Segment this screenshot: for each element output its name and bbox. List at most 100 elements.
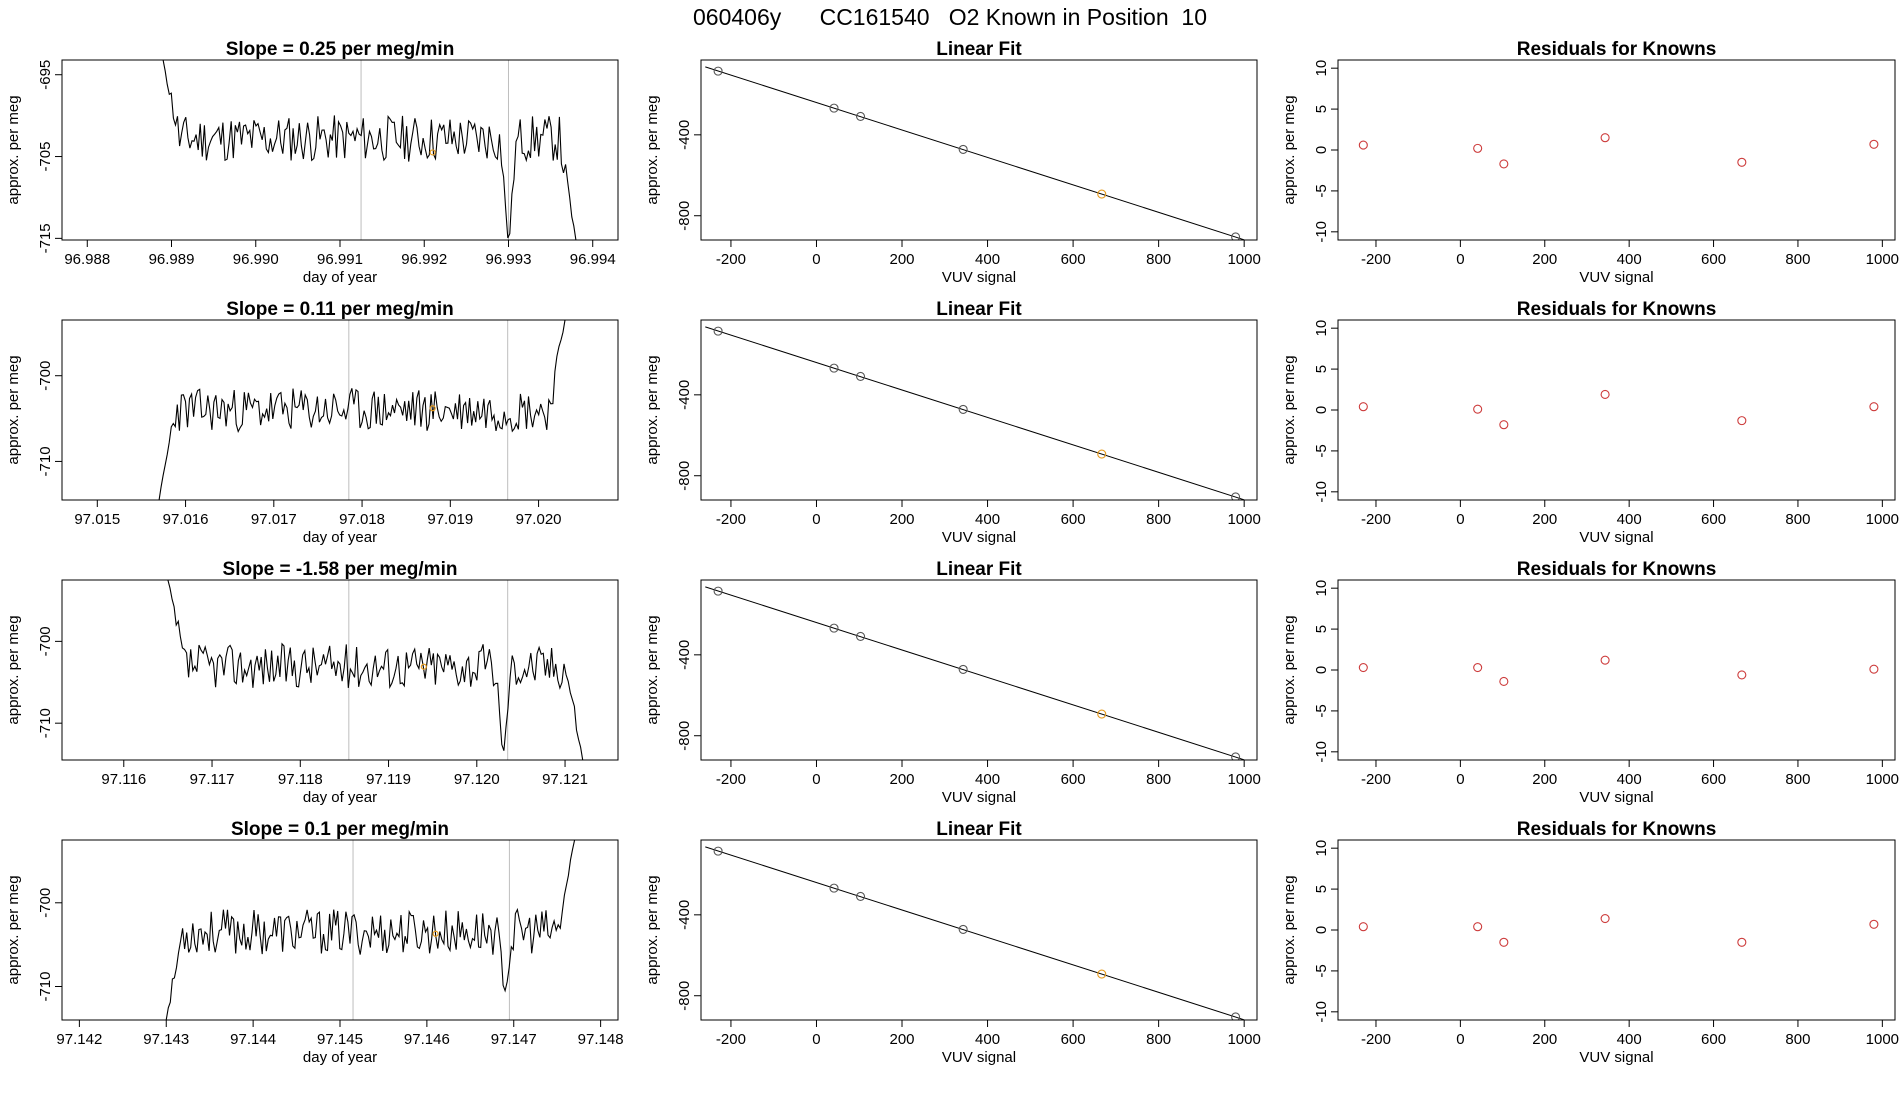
y-tick-label: -400 bbox=[676, 640, 693, 670]
data-point bbox=[958, 924, 968, 934]
x-tick-label: 1000 bbox=[1866, 771, 1899, 788]
x-tick-label: 600 bbox=[1061, 511, 1086, 528]
y-axis-label: approx. per meg bbox=[5, 95, 22, 204]
data-point bbox=[1473, 662, 1483, 673]
y-axis-label: approx. per meg bbox=[644, 875, 661, 984]
y-tick-label: 10 bbox=[1313, 320, 1330, 337]
plot-frame bbox=[700, 319, 1258, 501]
panel-scatter_fit-1: Linear Fit -200 0 200 400 600 800 1000 -400 -800 V… bbox=[644, 39, 1261, 286]
data-point bbox=[958, 144, 968, 154]
x-tick-label: 1000 bbox=[1866, 251, 1899, 268]
panel-title: Residuals for Knowns bbox=[1517, 559, 1717, 580]
plot-frame bbox=[61, 59, 619, 241]
data-point bbox=[1869, 664, 1879, 674]
y-tick-label: -10 bbox=[1313, 741, 1330, 763]
x-tick-label: 97.147 bbox=[491, 1031, 537, 1048]
highlight-point bbox=[420, 663, 427, 670]
panel-scatter_fit-4: Linear Fit -200 0 200 400 600 800 1000 -400 -800 V… bbox=[644, 299, 1261, 546]
x-tick-label: 0 bbox=[812, 771, 820, 788]
panel-scatter-11: Residuals for Knowns-200 0 200 400 600 800 100… bbox=[1281, 819, 1899, 1066]
plot-frame bbox=[700, 59, 1258, 241]
fit-line bbox=[705, 326, 1245, 500]
x-axis-label: day of year bbox=[303, 1049, 377, 1066]
panel-title: Slope = -1.58 per meg/min bbox=[223, 559, 458, 580]
x-tick-label: 200 bbox=[1532, 1031, 1557, 1048]
x-tick-label: 400 bbox=[975, 251, 1000, 268]
x-axis-label: VUV signal bbox=[942, 1049, 1016, 1066]
y-tick-label: 0 bbox=[1313, 666, 1330, 674]
data-point bbox=[1499, 676, 1509, 687]
y-tick-label: 0 bbox=[1313, 926, 1330, 934]
x-tick-label: 0 bbox=[812, 1031, 820, 1048]
y-tick-label: -5 bbox=[1313, 184, 1330, 197]
x-tick-label: 97.118 bbox=[278, 771, 323, 788]
plot-frame bbox=[61, 319, 619, 501]
y-tick-label: -5 bbox=[1313, 444, 1330, 457]
plot-area bbox=[1358, 913, 1879, 947]
highlight-point bbox=[432, 930, 439, 937]
y-tick-label: -705 bbox=[37, 142, 54, 172]
x-tick-label: 0 bbox=[1456, 1031, 1464, 1048]
x-tick-label: 400 bbox=[975, 511, 1000, 528]
data-point bbox=[829, 103, 839, 113]
highlight-point bbox=[1097, 449, 1107, 459]
y-axis-label: approx. per meg bbox=[644, 95, 661, 204]
plot-area bbox=[1358, 655, 1879, 687]
x-tick-label: 96.994 bbox=[570, 251, 616, 268]
x-tick-label: -200 bbox=[1361, 771, 1391, 788]
data-point bbox=[713, 326, 723, 336]
x-tick-label: 96.993 bbox=[486, 251, 532, 268]
plot-area bbox=[705, 586, 1245, 760]
x-tick-label: 600 bbox=[1701, 251, 1726, 268]
panel-scatter-2: Residuals for Knowns-200 0 200 400 600 800 100… bbox=[1281, 39, 1899, 286]
x-tick-label: 200 bbox=[1532, 511, 1557, 528]
x-tick-label: 97.017 bbox=[251, 511, 297, 528]
highlight-point bbox=[1097, 969, 1107, 979]
x-tick-label: 97.116 bbox=[101, 771, 146, 788]
x-axis-label: day of year bbox=[303, 789, 377, 806]
plot-area bbox=[705, 326, 1245, 500]
data-point bbox=[1231, 752, 1241, 760]
data-point bbox=[1358, 140, 1368, 150]
x-tick-label: 97.015 bbox=[74, 511, 120, 528]
x-tick-label: 97.020 bbox=[516, 511, 562, 528]
x-tick-label: 97.145 bbox=[317, 1031, 363, 1048]
panel-line-6: Slope = -1.58 per meg/min 97.116 97.117 97.… bbox=[5, 559, 619, 806]
x-tick-label: 96.989 bbox=[149, 251, 195, 268]
y-tick-label: -710 bbox=[37, 971, 54, 1001]
x-tick-label: -200 bbox=[716, 251, 746, 268]
x-tick-label: 1000 bbox=[1866, 1031, 1899, 1048]
y-tick-label: -715 bbox=[37, 223, 54, 253]
y-tick-label: -800 bbox=[676, 461, 693, 491]
y-tick-label: -400 bbox=[676, 900, 693, 930]
data-point bbox=[1600, 655, 1610, 665]
data-point bbox=[1499, 420, 1509, 430]
data-point bbox=[713, 586, 723, 596]
x-tick-label: 800 bbox=[1146, 511, 1171, 528]
data-point bbox=[1358, 922, 1368, 932]
data-point bbox=[713, 846, 723, 856]
x-tick-label: 97.120 bbox=[454, 771, 500, 788]
x-tick-label: 0 bbox=[812, 251, 820, 268]
x-tick-label: 97.117 bbox=[190, 771, 235, 788]
highlight-point bbox=[429, 149, 436, 156]
x-tick-label: 600 bbox=[1061, 771, 1086, 788]
y-axis-label: approx. per meg bbox=[1281, 615, 1298, 724]
data-point bbox=[1473, 404, 1483, 414]
data-point bbox=[713, 66, 723, 76]
y-tick-label: -700 bbox=[37, 361, 54, 391]
highlight-point bbox=[429, 405, 436, 412]
data-point bbox=[1473, 922, 1483, 932]
y-tick-label: -800 bbox=[676, 981, 693, 1011]
plot-area bbox=[1358, 133, 1879, 169]
plot-frame bbox=[1337, 319, 1896, 501]
y-tick-label: 0 bbox=[1313, 146, 1330, 154]
plot-area bbox=[1358, 389, 1879, 430]
x-tick-label: 97.146 bbox=[404, 1031, 450, 1048]
panel-title: Linear Fit bbox=[936, 299, 1022, 320]
plot-area bbox=[162, 60, 577, 240]
y-tick-label: 0 bbox=[1313, 406, 1330, 414]
x-tick-label: 97.119 bbox=[366, 771, 411, 788]
x-tick-label: 400 bbox=[1617, 511, 1642, 528]
data-point bbox=[855, 371, 866, 381]
